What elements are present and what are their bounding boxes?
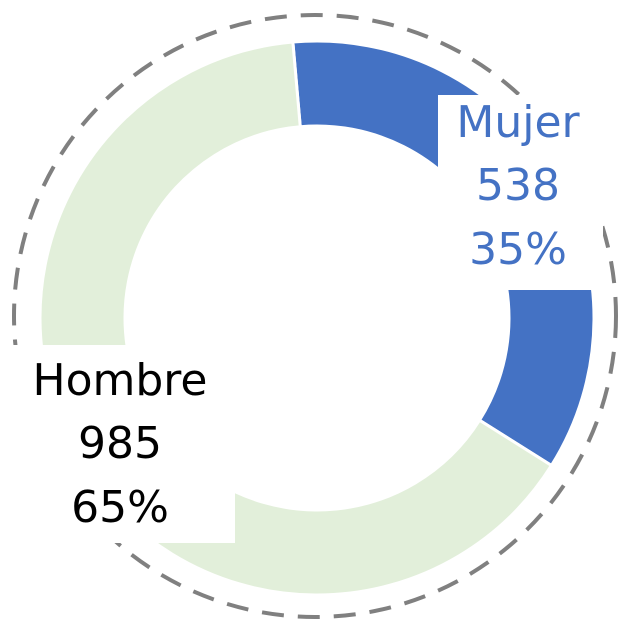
label-background [0,345,235,543]
dashed-ring [12,13,618,619]
category-label: Hombre [33,355,208,406]
category-label: Mujer [456,97,580,148]
value-label: 985 [78,418,162,469]
percentage-label: 35% [469,224,567,275]
percentage-label: 65% [71,482,169,533]
label-background [438,95,603,290]
value-label: 538 [476,160,560,211]
